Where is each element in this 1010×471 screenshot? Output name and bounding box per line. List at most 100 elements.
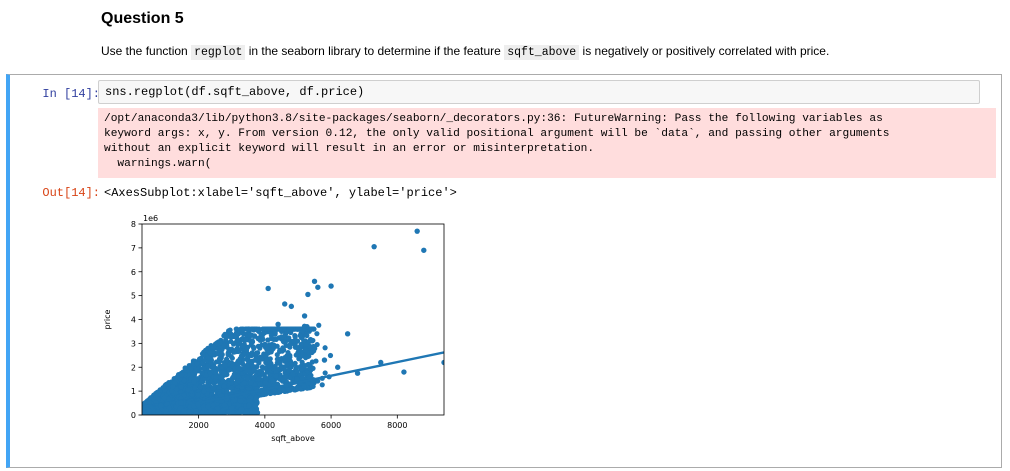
scatter-point [293,364,300,370]
y-tick-label: 1 [131,387,136,396]
scatter-point [219,351,225,357]
output-prompt: Out[14]: [42,186,100,200]
code-cell[interactable]: In [14]: sns.regplot(df.sqft_above, df.p… [6,74,1002,468]
scatter-point [238,327,245,333]
output-repr: <AxesSubplot:xlabel='sqft_above', ylabel… [104,186,457,200]
scatter-point [259,391,266,398]
scatter-point [288,303,295,310]
x-tick-label: 2000 [188,421,208,430]
scatter-point [244,375,251,382]
scatter-point [182,365,188,371]
scatter-point [313,358,319,364]
y-tick-label: 4 [131,316,136,325]
scatter-point [262,365,268,371]
scatter-point [253,396,259,403]
scatter-point [193,408,199,414]
y-tick-label: 0 [131,411,136,420]
y-tick-label: 7 [131,244,136,253]
scatter-point [344,331,351,337]
scatter-point [243,337,249,343]
regression-line [201,351,444,404]
scatter-point [181,377,187,384]
scatter-point [191,379,197,385]
scatter-point [321,357,328,363]
scatter-point [286,387,292,393]
code-input-area[interactable]: sns.regplot(df.sqft_above, df.price) [98,80,980,104]
stderr-line: warnings.warn( [104,158,212,170]
scatter-point [200,352,206,358]
question-text-part-1: Use the function [101,44,192,58]
scatter-point [186,408,193,415]
scatter-point [371,243,377,250]
scatter-point [286,335,292,341]
x-tick-label: 4000 [255,421,275,430]
scatter-point [199,410,206,415]
scatter-layer [142,228,444,415]
code-input-text[interactable]: sns.regplot(df.sqft_above, df.price) [105,85,365,99]
scatter-point [309,349,315,356]
scatter-point [299,359,305,365]
scatter-point [251,408,258,415]
scatter-point [308,326,314,332]
scatter-point [301,383,307,389]
scatter-point [160,385,166,391]
scatter-point [301,323,308,329]
y-tick-label: 5 [131,292,136,301]
scatter-point [201,388,207,394]
scatter-point [282,301,288,307]
scatter-point [311,278,318,284]
scatter-point [235,378,241,384]
inline-code-sqft-above: sqft_above [504,45,580,60]
scatter-point [205,403,212,410]
scatter-point [292,332,298,339]
scatter-point [297,332,303,339]
scatter-point [223,337,229,343]
scatter-point [378,359,384,366]
scatter-point [263,375,269,381]
scatter-point [165,396,172,402]
scatter-point [246,402,252,409]
scatter-point [241,364,248,371]
scatter-point [201,365,207,372]
scatter-point [209,402,216,409]
scatter-point [224,388,230,394]
scatter-point [260,326,266,332]
scatter-point [252,402,258,409]
scatter-point [284,361,290,367]
scatter-point [262,380,269,386]
scatter-point [195,401,202,408]
scatter-point [272,363,278,369]
scatter-point [207,371,213,377]
scatter-point [277,360,283,366]
y-tick-label: 3 [131,339,136,348]
scatter-point [294,345,300,351]
scatter-point [272,329,278,335]
scatter-point [280,339,287,345]
scatter-point [217,374,224,380]
scatter-point [305,291,311,298]
scatter-point [322,370,328,376]
scatter-point [280,345,286,351]
scatter-point [287,344,293,350]
y-tick-label: 6 [131,268,136,277]
scatter-point [277,326,283,332]
scatter-point [401,369,407,375]
scatter-point [229,355,235,361]
scatter-point [210,364,217,370]
scatter-point [221,362,227,368]
stderr-line: /opt/anaconda3/lib/python3.8/site-packag… [104,113,883,125]
scatter-point [245,326,251,332]
scatter-point [165,381,171,387]
scatter-point [225,351,231,358]
scatter-point [207,350,214,356]
scatter-point [421,247,427,253]
scatter-point [218,398,225,405]
scatter-point [270,378,276,384]
scatter-point [307,337,313,343]
scatter-point [414,228,420,234]
scatter-point [243,347,250,353]
scatter-point [302,363,308,369]
scatter-point [257,345,263,351]
scatter-point [291,338,297,344]
